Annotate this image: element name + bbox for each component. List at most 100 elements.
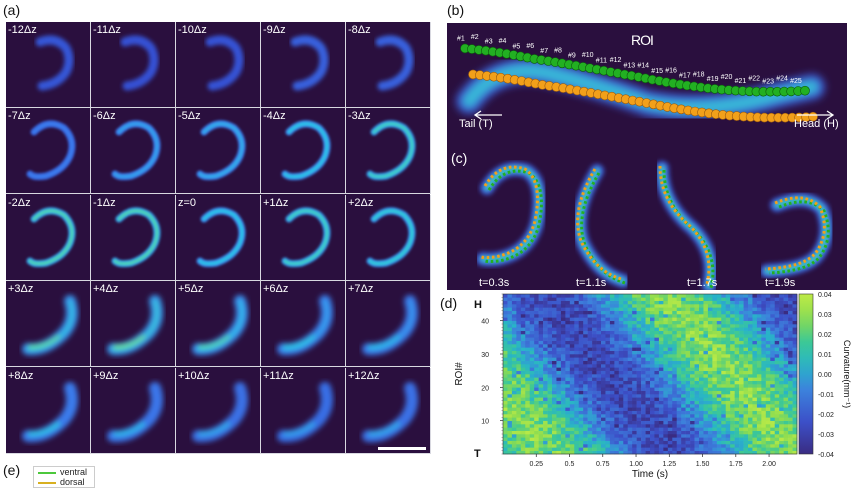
heatmap-cell (667, 350, 673, 355)
heatmap-cell (569, 440, 575, 445)
heatmap-cell (511, 390, 517, 395)
heatmap-cell (534, 334, 539, 338)
heatmap-cell (663, 297, 669, 301)
heatmap-cell (703, 384, 709, 388)
heatmap-cell (748, 397, 753, 401)
heatmap-cell (534, 307, 539, 311)
heatmap-cell (752, 444, 758, 448)
heatmap-cell (560, 434, 566, 438)
heatmap-cell (543, 404, 548, 408)
heatmap-cell (534, 450, 539, 455)
heatmap-cell (783, 354, 789, 358)
heatmap-cell (667, 430, 673, 435)
heatmap-cell (774, 337, 780, 341)
heatmap-cell (574, 304, 580, 308)
heatmap-cell (574, 437, 580, 441)
heatmap-cell (520, 397, 526, 401)
heatmap-cell (703, 337, 709, 341)
heatmap-cell (681, 354, 686, 358)
heatmap-cell (534, 364, 539, 368)
heatmap-cell (667, 397, 673, 401)
z-slice-label: -1Δz (93, 196, 116, 209)
heatmap-cell (618, 347, 624, 351)
heatmap-cell (770, 334, 776, 338)
heatmap-cell (565, 380, 571, 385)
heatmap-cell (667, 434, 673, 438)
heatmap-cell (503, 384, 508, 388)
heatmap-cell (583, 334, 588, 338)
heatmap-cell (739, 427, 744, 431)
heatmap-cell (765, 430, 771, 435)
heatmap-cell (511, 424, 517, 428)
heatmap-cell (538, 430, 544, 435)
heatmap-cell (565, 417, 571, 421)
heatmap-cell (511, 344, 517, 348)
heatmap-cell (645, 347, 651, 351)
heatmap-cell (520, 390, 526, 395)
heatmap-cell (516, 427, 522, 431)
heatmap-cell (783, 447, 789, 451)
heatmap-cell (627, 367, 633, 371)
heatmap-cell (520, 394, 526, 398)
heatmap-cell (676, 310, 682, 315)
heatmap-cell (703, 420, 709, 425)
heatmap-cell (547, 424, 553, 428)
heatmap-cell (614, 350, 620, 355)
heatmap-cell (788, 330, 793, 335)
heatmap-cell (774, 307, 780, 311)
heatmap-cell (538, 400, 544, 405)
heatmap-cell (690, 294, 695, 298)
heatmap-cell (658, 417, 664, 421)
heatmap-cell (725, 354, 731, 358)
panel-c-label: (c) (451, 150, 468, 166)
heatmap-cell (783, 434, 789, 438)
heatmap-cell (690, 374, 695, 378)
heatmap-cell (529, 330, 535, 335)
heatmap-cell (721, 357, 727, 361)
heatmap-cell (534, 420, 539, 425)
heatmap-cell (587, 410, 593, 415)
heatmap-cell (690, 364, 695, 368)
heatmap-cell (627, 314, 633, 318)
z-slice-22: +10Δz (176, 367, 261, 454)
heatmap-cell (623, 440, 629, 445)
heatmap-cell (627, 417, 633, 421)
heatmap-cell (756, 304, 762, 308)
heatmap-cell (707, 430, 713, 435)
heatmap-cell (681, 414, 686, 418)
heatmap-cell (569, 420, 575, 425)
heatmap-cell (645, 364, 651, 368)
heatmap-cell (672, 327, 678, 331)
heatmap-cell (601, 354, 606, 358)
heatmap-cell (543, 354, 548, 358)
head-label: Head (H) (794, 118, 839, 130)
heatmap-cell (538, 427, 544, 431)
heatmap-cell (685, 390, 691, 395)
heatmap-cell (632, 397, 637, 401)
heatmap-cell (779, 337, 784, 341)
heatmap-cell (574, 387, 580, 391)
heatmap-cell (601, 374, 606, 378)
heatmap-cell (654, 367, 660, 371)
heatmap-cell (694, 307, 700, 311)
heatmap-cell (623, 410, 629, 415)
heatmap-cell (583, 307, 588, 311)
heatmap-cell (779, 364, 784, 368)
heatmap-cell (694, 397, 700, 401)
heatmap-cell (654, 320, 660, 325)
heatmap-cell (681, 340, 686, 345)
heatmap-cell (609, 434, 615, 438)
heatmap-cell (694, 394, 700, 398)
heatmap-cell (716, 400, 722, 405)
heatmap-cell (685, 394, 691, 398)
heatmap-cell (503, 370, 508, 375)
heatmap-cell (716, 384, 722, 388)
heatmap-cell (601, 337, 606, 341)
heatmap-cell (605, 364, 611, 368)
heatmap-cell (681, 367, 686, 371)
heatmap-cell (739, 440, 744, 445)
heatmap-cell (543, 384, 548, 388)
heatmap-cell (609, 430, 615, 435)
heatmap-cell (565, 304, 571, 308)
heatmap-cell (543, 297, 548, 301)
